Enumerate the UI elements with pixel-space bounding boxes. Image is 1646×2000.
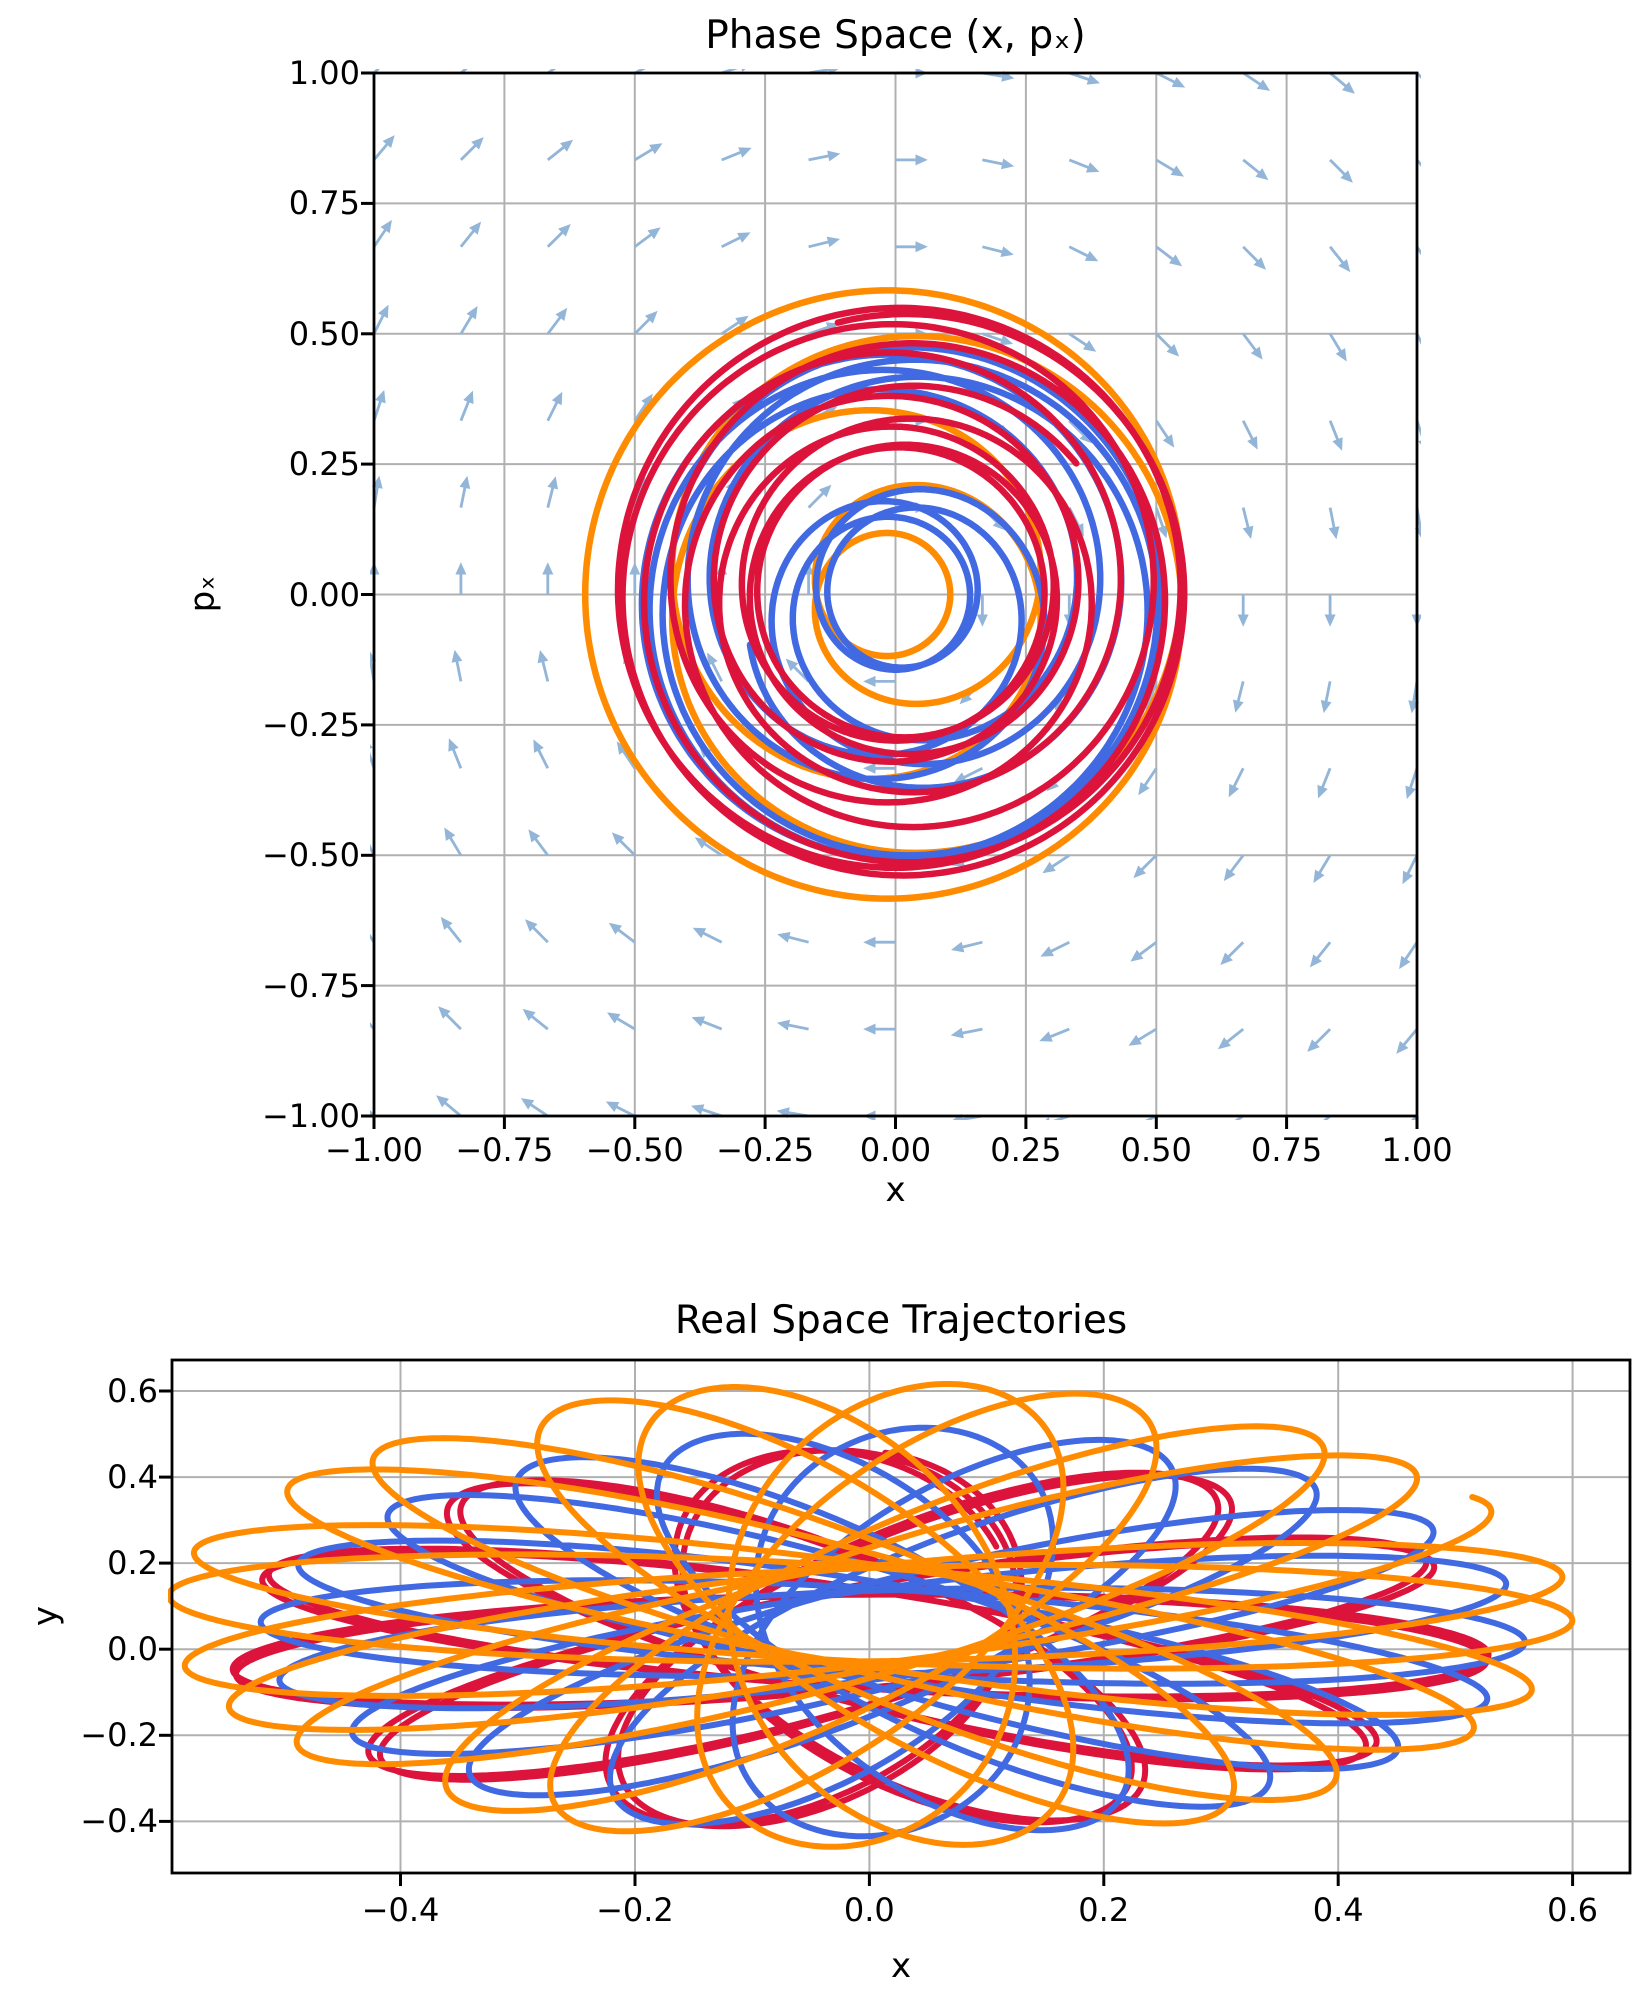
real-space-title: Real Space Trajectories <box>674 1298 1128 1343</box>
phase-space-x-tick-label: 0.25 <box>990 1131 1062 1169</box>
phase-space-y-tick-label: −0.75 <box>261 966 360 1005</box>
grid-lines <box>373 72 1418 1117</box>
tick-marks <box>159 1389 1575 1886</box>
phase-space-x-tick-label: 0.00 <box>859 1131 932 1169</box>
phase-space-y-tick-label: 0.25 <box>288 445 360 484</box>
trajectories <box>168 1381 1576 1850</box>
real-space-x-tick-label: 0.4 <box>1312 1891 1364 1929</box>
orange-trajectory <box>168 1381 1576 1850</box>
real-space-y-tick-label: 0.0 <box>107 1630 158 1669</box>
trajectories <box>581 287 1188 902</box>
real-space-x-tick-label: 0.6 <box>1547 1891 1598 1929</box>
phase-space-y-tick-label: 0.50 <box>288 314 360 353</box>
phase-space-y-tick-label: 1.00 <box>288 54 360 92</box>
axes-spines <box>170 1358 1632 1875</box>
phase-space-x-tick-label: 1.00 <box>1381 1131 1453 1169</box>
phase-space-x-tick-label: 0.75 <box>1251 1131 1323 1169</box>
real-space-x-axis-label: x <box>890 1946 912 1986</box>
phase-space-x-tick-label: −1.00 <box>324 1131 424 1169</box>
real-space-y-tick-label: 0.6 <box>107 1371 158 1410</box>
phase-space-x-tick-label: −0.50 <box>585 1131 684 1169</box>
real-space-subplot <box>159 1358 1632 1886</box>
orange-trajectory <box>581 287 1186 902</box>
phase-space-subplot <box>361 69 1421 1129</box>
phase-space-y-tick-label: −0.25 <box>261 705 360 744</box>
phase-space-y-tick-label: 0.75 <box>288 184 360 223</box>
crimson-trajectory <box>614 304 1188 879</box>
phase-space-x-tick-label: 0.50 <box>1120 1131 1192 1169</box>
real-space-x-tick-label: 0.2 <box>1078 1891 1130 1929</box>
real-space-y-tick-label: −0.4 <box>80 1802 158 1841</box>
real-space-x-tick-label: −0.2 <box>596 1891 674 1929</box>
real-space-y-axis-label: y <box>25 1605 66 1627</box>
real-space-y-tick-label: 0.4 <box>107 1458 158 1497</box>
phase-space-title: Phase Space (x, pₓ) <box>705 13 1086 58</box>
tick-marks <box>361 71 1419 1129</box>
real-space-x-tick-label: −0.4 <box>361 1891 440 1929</box>
phase-space-y-tick-label: −1.00 <box>261 1097 360 1135</box>
phase-space-x-axis-label: x <box>885 1170 906 1210</box>
phase-space-y-tick-label: 0.00 <box>288 575 360 614</box>
real-space-y-tick-label: −0.2 <box>80 1716 158 1755</box>
phase-space-x-tick-label: −0.25 <box>716 1131 815 1169</box>
phase-space-x-tick-label: −0.75 <box>455 1131 554 1169</box>
phase-space-y-tick-label: −0.50 <box>261 836 360 875</box>
real-space-y-tick-label: 0.2 <box>107 1544 158 1583</box>
real-space-x-tick-label: 0.0 <box>843 1891 895 1929</box>
